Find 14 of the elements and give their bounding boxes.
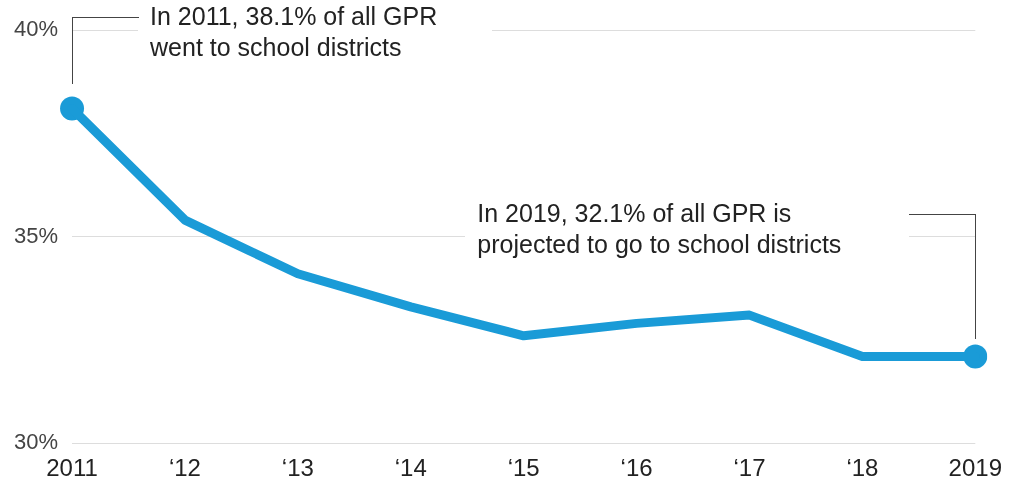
x-tick-label: ‘17 bbox=[733, 454, 766, 482]
x-tick-label: ‘18 bbox=[846, 454, 879, 482]
y-tick-label: 35% bbox=[13, 222, 59, 248]
annotation: In 2011, 38.1% of all GPR went to school districts bbox=[138, 0, 493, 63]
x-tick-label: ‘16 bbox=[620, 454, 653, 482]
x-tick-label: ‘15 bbox=[507, 454, 540, 482]
annotation: In 2019, 32.1% of all GPR is projected to go to school districts bbox=[465, 198, 910, 261]
x-tick-label: 2011 bbox=[46, 454, 98, 482]
x-tick-label: ‘12 bbox=[168, 454, 201, 482]
x-tick-label: 2019 bbox=[948, 454, 1002, 482]
y-tick-label: 40% bbox=[13, 16, 59, 42]
x-tick-label: ‘14 bbox=[394, 454, 427, 482]
x-tick-label: ‘13 bbox=[281, 454, 314, 482]
y-tick-label: 30% bbox=[13, 429, 59, 455]
